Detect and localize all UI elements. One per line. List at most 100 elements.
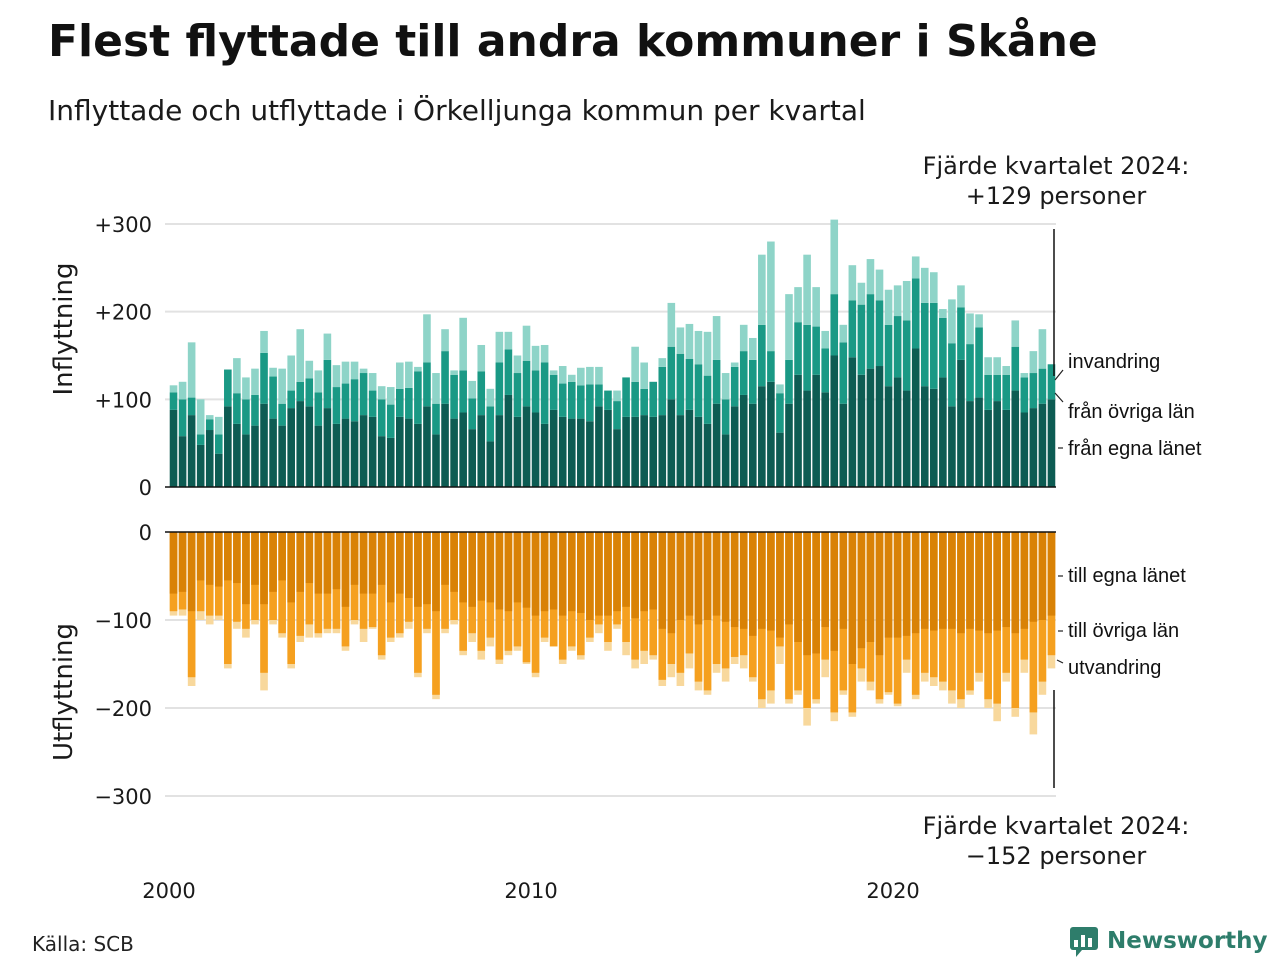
- x-tick-label: 2020: [866, 879, 919, 903]
- bar-in-0: [386, 437, 395, 487]
- bar-in-1: [957, 307, 965, 360]
- bar-in-2: [169, 385, 178, 393]
- bar-out-0: [875, 532, 884, 656]
- bar-out-0: [1020, 532, 1029, 629]
- bar-out-0: [758, 532, 766, 629]
- bar-in-2: [839, 324, 848, 343]
- bar-in-1: [169, 392, 178, 410]
- bar-in-2: [640, 362, 648, 389]
- bar-in-1: [948, 343, 956, 407]
- bar-out-0: [224, 532, 232, 581]
- bar-in-2: [242, 377, 250, 400]
- bar-in-0: [794, 374, 802, 487]
- bar-out-0: [839, 532, 848, 629]
- bar-out-0: [866, 532, 875, 642]
- bar-out-0: [558, 532, 567, 616]
- bar-in-0: [341, 418, 350, 487]
- bar-in-1: [486, 406, 495, 442]
- bar-in-2: [848, 265, 857, 301]
- annotation-bottom-line2: −152 personer: [966, 842, 1147, 870]
- label-leader-line: [1054, 369, 1064, 381]
- label-leader-line: [1056, 659, 1064, 664]
- bar-in-2: [721, 373, 730, 400]
- bar-in-0: [604, 409, 612, 487]
- newsworthy-logo: Newsworthy: [1070, 927, 1268, 957]
- bar-in-2: [350, 361, 359, 380]
- bar-in-2: [504, 331, 513, 350]
- bar-out-0: [549, 532, 558, 610]
- bar-in-2: [930, 272, 938, 303]
- bar-in-2: [758, 254, 766, 325]
- bar-in-1: [1020, 377, 1029, 413]
- bar-in-2: [459, 317, 467, 371]
- bar-in-0: [694, 416, 703, 487]
- annotation-top-line1: Fjärde kvartalet 2024:: [923, 152, 1190, 180]
- bar-in-2: [233, 358, 241, 394]
- bar-in-2: [260, 330, 268, 353]
- bar-in-1: [875, 300, 884, 367]
- y-axis-label: Inflyttning: [49, 263, 79, 396]
- bar-out-0: [396, 532, 404, 594]
- bar-in-1: [586, 384, 594, 422]
- y-tick-label: +300: [94, 213, 152, 237]
- bar-in-2: [830, 219, 839, 295]
- bar-out-0: [187, 532, 196, 612]
- bar-in-0: [613, 429, 621, 487]
- bar-in-2: [196, 399, 205, 435]
- bar-in-1: [233, 393, 241, 424]
- bar-out-0: [314, 532, 323, 594]
- bar-out-0: [305, 532, 314, 584]
- bar-in-0: [187, 415, 196, 487]
- bar-out-0: [812, 532, 820, 654]
- bar-out-0: [1011, 532, 1020, 634]
- bar-in-2: [205, 415, 214, 420]
- bar-in-0: [866, 368, 875, 487]
- bar-in-1: [848, 300, 857, 358]
- bar-in-1: [902, 320, 911, 391]
- bar-in-0: [975, 397, 983, 487]
- bar-in-1: [758, 324, 766, 387]
- bar-in-1: [839, 342, 848, 404]
- bar-in-2: [685, 323, 694, 360]
- bar-in-1: [522, 360, 531, 407]
- bar-out-1: [432, 532, 440, 695]
- bar-out-0: [902, 532, 911, 636]
- bar-in-0: [558, 416, 567, 487]
- bar-in-2: [1029, 351, 1038, 374]
- bar-in-2: [187, 342, 196, 398]
- bar-in-0: [486, 441, 495, 487]
- bar-out-0: [1038, 532, 1047, 620]
- bar-out-0: [739, 532, 748, 629]
- chart-title: Flest flyttade till andra kommuner i Skå…: [48, 16, 1098, 67]
- series-label: utvandring: [1068, 657, 1161, 679]
- bar-out-0: [604, 532, 612, 616]
- bar-in-1: [893, 316, 902, 378]
- bar-in-2: [450, 370, 458, 375]
- bar-out-0: [169, 532, 178, 594]
- bar-in-2: [993, 357, 1001, 375]
- bar-out-0: [957, 532, 965, 634]
- bar-in-1: [540, 362, 549, 424]
- bar-in-1: [368, 390, 377, 417]
- bar-in-0: [522, 406, 531, 487]
- bar-in-0: [1011, 390, 1020, 487]
- bar-in-1: [930, 302, 938, 389]
- bar-in-1: [939, 317, 947, 378]
- bar-in-0: [631, 416, 639, 487]
- bar-in-1: [332, 387, 341, 424]
- bar-in-1: [477, 371, 486, 416]
- bar-in-0: [450, 418, 458, 487]
- bar-in-2: [803, 254, 811, 325]
- bar-out-1: [1029, 532, 1038, 713]
- bar-out-0: [332, 532, 341, 590]
- bar-in-2: [287, 355, 295, 391]
- bar-in-2: [323, 333, 332, 360]
- bar-in-1: [794, 322, 802, 375]
- bar-in-2: [703, 331, 712, 376]
- bar-out-0: [984, 532, 992, 634]
- bar-in-2: [549, 370, 558, 375]
- bar-in-2: [739, 324, 748, 352]
- series-label: till övriga län: [1068, 620, 1179, 642]
- bar-in-1: [595, 384, 603, 407]
- bar-in-0: [649, 416, 658, 487]
